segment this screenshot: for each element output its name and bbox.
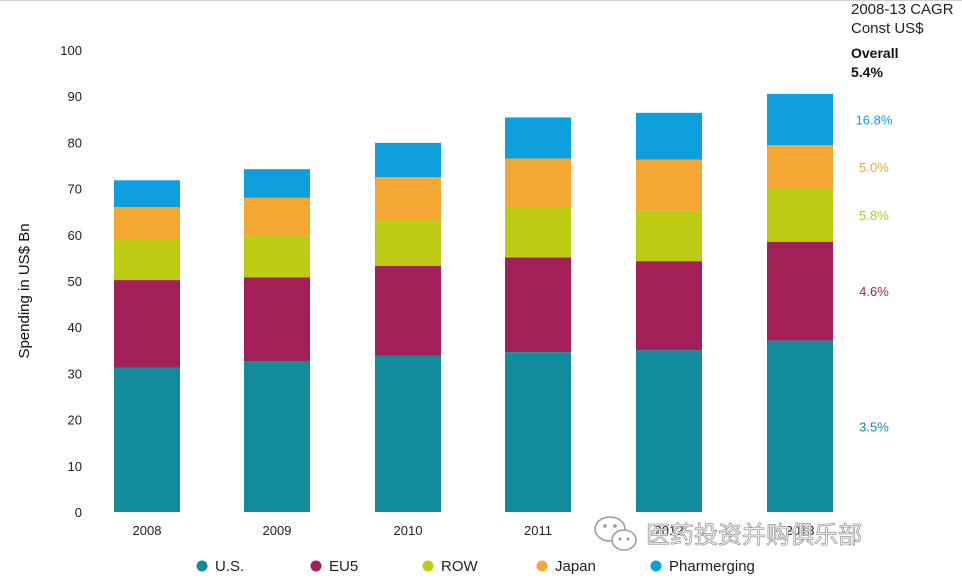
bar-pharmerging-2013	[767, 93, 833, 146]
cagr-value-eu5: 4.6%	[859, 284, 889, 299]
cagr-overall-label: Overall	[851, 45, 898, 61]
bar-eu5-2011	[505, 257, 571, 353]
y-tick-label: 60	[68, 228, 82, 243]
cagr-value-row: 5.8%	[859, 208, 889, 223]
y-tick-label: 90	[68, 89, 82, 104]
bar-us-2009	[244, 361, 310, 512]
bar-us-2012	[636, 350, 702, 512]
bar-us-2008	[114, 367, 180, 512]
y-axis: 0 10 20 30 40 50 60 70 80 90 100	[60, 43, 82, 520]
bar-pharmerging-2008	[114, 180, 180, 208]
legend-item: EU5	[310, 558, 358, 575]
bar-japan-2009	[244, 197, 310, 237]
x-tick-label: 2008	[133, 523, 162, 538]
bar-us-2013	[767, 340, 833, 512]
x-tick-label: 2009	[263, 523, 292, 538]
y-tick-label: 0	[75, 505, 82, 520]
bar-eu5-2013	[767, 241, 833, 341]
wechat-icon	[594, 516, 637, 551]
legend-marker	[422, 560, 434, 572]
cagr-value-pharmerging: 16.8%	[856, 113, 893, 128]
x-tick-label: 2013	[786, 523, 815, 538]
legend-item: ROW	[422, 558, 479, 575]
legend-label: ROW	[441, 558, 479, 575]
legend-marker	[536, 560, 548, 572]
y-tick-label: 100	[60, 43, 82, 58]
bar-row-2009	[244, 236, 310, 278]
bar-japan-2011	[505, 158, 571, 208]
legend-marker	[310, 560, 322, 572]
y-tick-label: 40	[68, 320, 82, 335]
watermark-text: 医药投资并购俱乐部	[646, 521, 862, 549]
bar-row-2013	[767, 188, 833, 242]
legend-label: U.S.	[215, 558, 244, 575]
legend-marker	[196, 560, 208, 572]
y-tick-label: 80	[68, 135, 82, 150]
x-axis: 2008 2009 2010 2011 2012 2013	[133, 523, 815, 538]
x-tick-label: 2012	[655, 523, 684, 538]
bar-us-2011	[505, 352, 571, 512]
legend-marker	[650, 560, 662, 572]
cagr-subtitle: Const US$	[851, 20, 924, 37]
legend-label: EU5	[329, 558, 358, 575]
x-tick-label: 2011	[524, 523, 552, 538]
y-tick-label: 10	[68, 459, 82, 474]
x-tick-label: 2010	[394, 523, 423, 538]
bar-eu5-2009	[244, 277, 310, 362]
y-tick-label: 50	[68, 274, 82, 289]
watermark: 医药投资并购俱乐部	[594, 516, 862, 551]
cagr-value-us: 3.5%	[859, 419, 889, 434]
bar-eu5-2010	[375, 265, 441, 356]
bars	[114, 93, 833, 512]
legend-item: Pharmerging	[650, 558, 755, 575]
bar-row-2012	[636, 210, 702, 262]
cagr-values: 3.5% 4.6% 5.8% 5.0% 16.8%	[856, 113, 893, 435]
bar-row-2008	[114, 239, 180, 281]
bar-row-2011	[505, 207, 571, 258]
bar-row-2010	[375, 220, 441, 266]
cagr-header: 2008-13 CAGR Const US$ Overall 5.4%	[851, 1, 954, 80]
bar-eu5-2008	[114, 280, 180, 368]
y-tick-label: 20	[68, 413, 82, 428]
bar-pharmerging-2010	[375, 142, 441, 178]
legend-item: Japan	[536, 558, 596, 575]
legend-label: Japan	[555, 558, 596, 575]
y-axis-label: Spending in US$ Bn	[16, 223, 33, 358]
bar-eu5-2012	[636, 261, 702, 351]
bar-japan-2013	[767, 145, 833, 189]
legend-item: U.S.	[196, 558, 244, 575]
legend: U.S. EU5 ROW Japan Pharmerging	[196, 558, 755, 575]
cagr-title: 2008-13 CAGR	[851, 1, 954, 18]
cagr-value-japan: 5.0%	[859, 160, 889, 175]
bar-pharmerging-2012	[636, 112, 702, 160]
bar-pharmerging-2009	[244, 169, 310, 198]
legend-label: Pharmerging	[669, 558, 755, 575]
bar-us-2010	[375, 355, 441, 512]
bar-japan-2010	[375, 177, 441, 221]
bar-japan-2008	[114, 207, 180, 240]
cagr-overall-value: 5.4%	[851, 64, 883, 80]
bar-pharmerging-2011	[505, 117, 571, 159]
bar-japan-2012	[636, 159, 702, 211]
y-tick-label: 70	[68, 182, 82, 197]
y-tick-label: 30	[68, 366, 82, 381]
